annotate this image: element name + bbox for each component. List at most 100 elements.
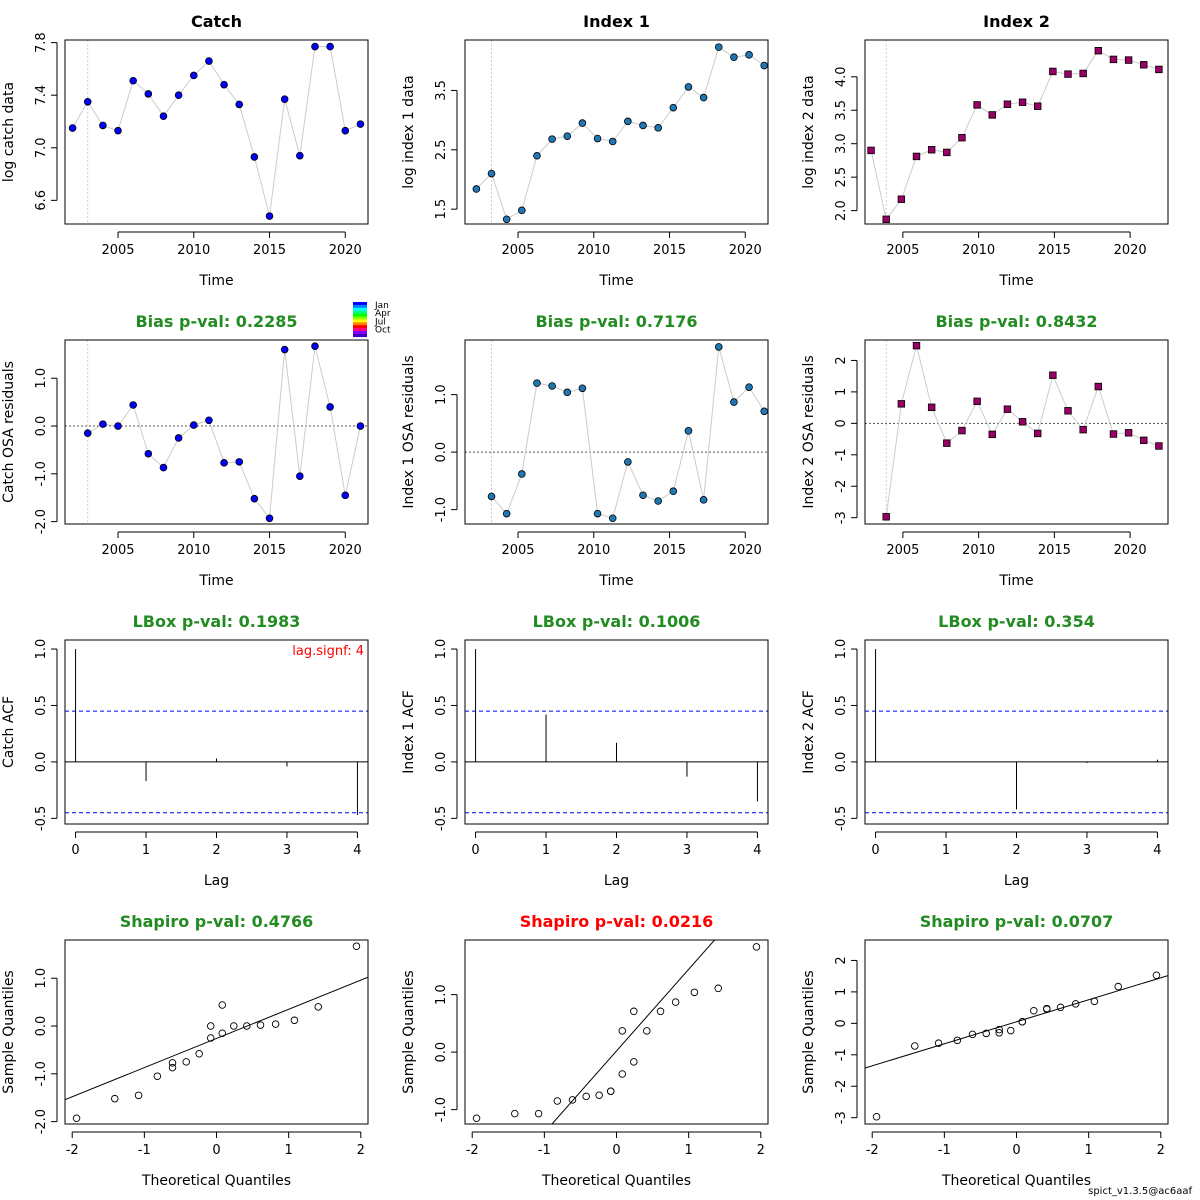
data-point xyxy=(714,43,723,51)
data-point xyxy=(684,427,693,435)
x-tick-label: 2020 xyxy=(329,543,362,558)
data-point xyxy=(502,215,511,224)
qq-point xyxy=(230,1022,238,1030)
y-tick-label: 0.0 xyxy=(434,752,449,773)
data-point xyxy=(265,514,274,523)
data-point xyxy=(1155,65,1163,74)
x-tick-label: -1 xyxy=(138,1143,151,1158)
y-tick-label: 3.0 xyxy=(834,133,849,154)
qq-point xyxy=(243,1022,251,1030)
y-tick-label: 4.0 xyxy=(834,66,849,87)
qq-line xyxy=(865,975,1168,1069)
data-point xyxy=(205,416,213,425)
data-point xyxy=(1049,371,1057,379)
y-tick-label: 1.5 xyxy=(434,199,449,220)
data-point xyxy=(174,434,183,442)
x-tick-label: 2015 xyxy=(253,543,286,558)
data-point xyxy=(730,53,738,62)
y-tick-label: 3.5 xyxy=(434,80,449,101)
x-axis-label: Time xyxy=(598,273,633,289)
x-tick-label: 0 xyxy=(71,843,79,858)
y-tick-label: -1 xyxy=(834,1048,849,1061)
x-axis-label: Time xyxy=(998,273,1033,289)
qq-point xyxy=(752,943,761,951)
data-point xyxy=(563,132,572,140)
x-tick-label: 2010 xyxy=(962,243,995,258)
y-axis-label: Sample Quantiles xyxy=(1,970,17,1093)
qq-point xyxy=(995,1029,1003,1037)
x-tick-label: 1 xyxy=(1085,1143,1093,1158)
data-point xyxy=(1079,69,1087,78)
data-point xyxy=(699,496,708,504)
qq-point xyxy=(168,1063,177,1072)
x-tick-label: 2010 xyxy=(577,543,610,558)
y-tick-label: -1.0 xyxy=(434,497,449,522)
data-point xyxy=(356,422,365,430)
data-point xyxy=(639,491,647,500)
x-tick-label: 2020 xyxy=(329,243,362,258)
legend-label: Apr xyxy=(375,309,391,319)
data-point xyxy=(99,420,107,428)
y-tick-label: 1 xyxy=(834,988,849,996)
y-tick-label: 7.8 xyxy=(34,32,49,53)
data-point xyxy=(578,384,587,393)
x-tick-label: 2015 xyxy=(653,543,686,558)
plot-frame xyxy=(64,939,369,1125)
panel-title: Shapiro p-val: 0.0216 xyxy=(520,912,714,931)
y-tick-label: -1.0 xyxy=(34,461,49,486)
x-tick-label: 4 xyxy=(1153,843,1161,858)
data-point xyxy=(114,422,122,430)
data-point xyxy=(1018,418,1027,426)
data-point xyxy=(745,51,753,59)
data-point xyxy=(129,401,137,409)
y-tick-label: 0.5 xyxy=(34,695,49,716)
data-point xyxy=(205,57,213,65)
qq-point xyxy=(352,942,361,950)
data-point xyxy=(624,117,632,126)
data-point xyxy=(68,124,77,132)
panel-title: Index 2 xyxy=(983,12,1050,31)
data-point xyxy=(1124,56,1133,64)
panel-3: Index 2 2005 2010 2015 2020 Time 2.0 2.5 3.0 3.5 4… xyxy=(801,12,1169,289)
qq-point xyxy=(472,1114,481,1122)
x-tick-label: -1 xyxy=(938,1143,951,1158)
y-tick-label: 0.0 xyxy=(34,1016,49,1037)
x-axis-label: Theoretical Quantiles xyxy=(141,1173,291,1189)
qq-point xyxy=(1018,1018,1027,1026)
x-tick-label: 0 xyxy=(612,1143,620,1158)
data-point xyxy=(1140,61,1148,69)
y-tick-label: 2 xyxy=(834,356,849,364)
data-point xyxy=(1003,100,1012,108)
data-point xyxy=(144,90,153,98)
data-point xyxy=(882,513,890,521)
data-point xyxy=(593,134,602,143)
data-point xyxy=(235,458,244,466)
data-point xyxy=(1094,382,1103,391)
data-point xyxy=(533,379,541,387)
y-axis-label: Index 1 ACF xyxy=(401,690,417,774)
data-point xyxy=(730,398,738,406)
lag-significance-label: lag.signf: 4 xyxy=(292,644,364,659)
plot-frame xyxy=(864,39,1169,225)
qq-point xyxy=(1006,1026,1015,1035)
y-tick-label: -2.0 xyxy=(34,509,49,534)
y-axis-label: Catch OSA residuals xyxy=(1,361,17,503)
data-point xyxy=(654,497,662,505)
qq-point xyxy=(218,1001,227,1009)
y-tick-label: -1.0 xyxy=(34,1061,49,1086)
y-tick-label: 1.0 xyxy=(834,639,849,660)
x-tick-label: -2 xyxy=(66,1143,79,1158)
qq-point xyxy=(206,1022,215,1030)
legend-swatch xyxy=(353,307,367,311)
data-point xyxy=(669,103,678,112)
qq-point xyxy=(656,1007,665,1016)
data-point xyxy=(988,430,996,439)
qq-point xyxy=(582,1092,590,1101)
x-tick-label: 1 xyxy=(685,1143,693,1158)
y-tick-label: -0.5 xyxy=(34,806,49,831)
x-tick-label: 2005 xyxy=(501,543,534,558)
y-tick-label: -2 xyxy=(834,1080,849,1093)
y-tick-label: 0.0 xyxy=(434,1042,449,1063)
y-axis-label: Sample Quantiles xyxy=(401,970,417,1093)
qq-point xyxy=(256,1021,265,1029)
